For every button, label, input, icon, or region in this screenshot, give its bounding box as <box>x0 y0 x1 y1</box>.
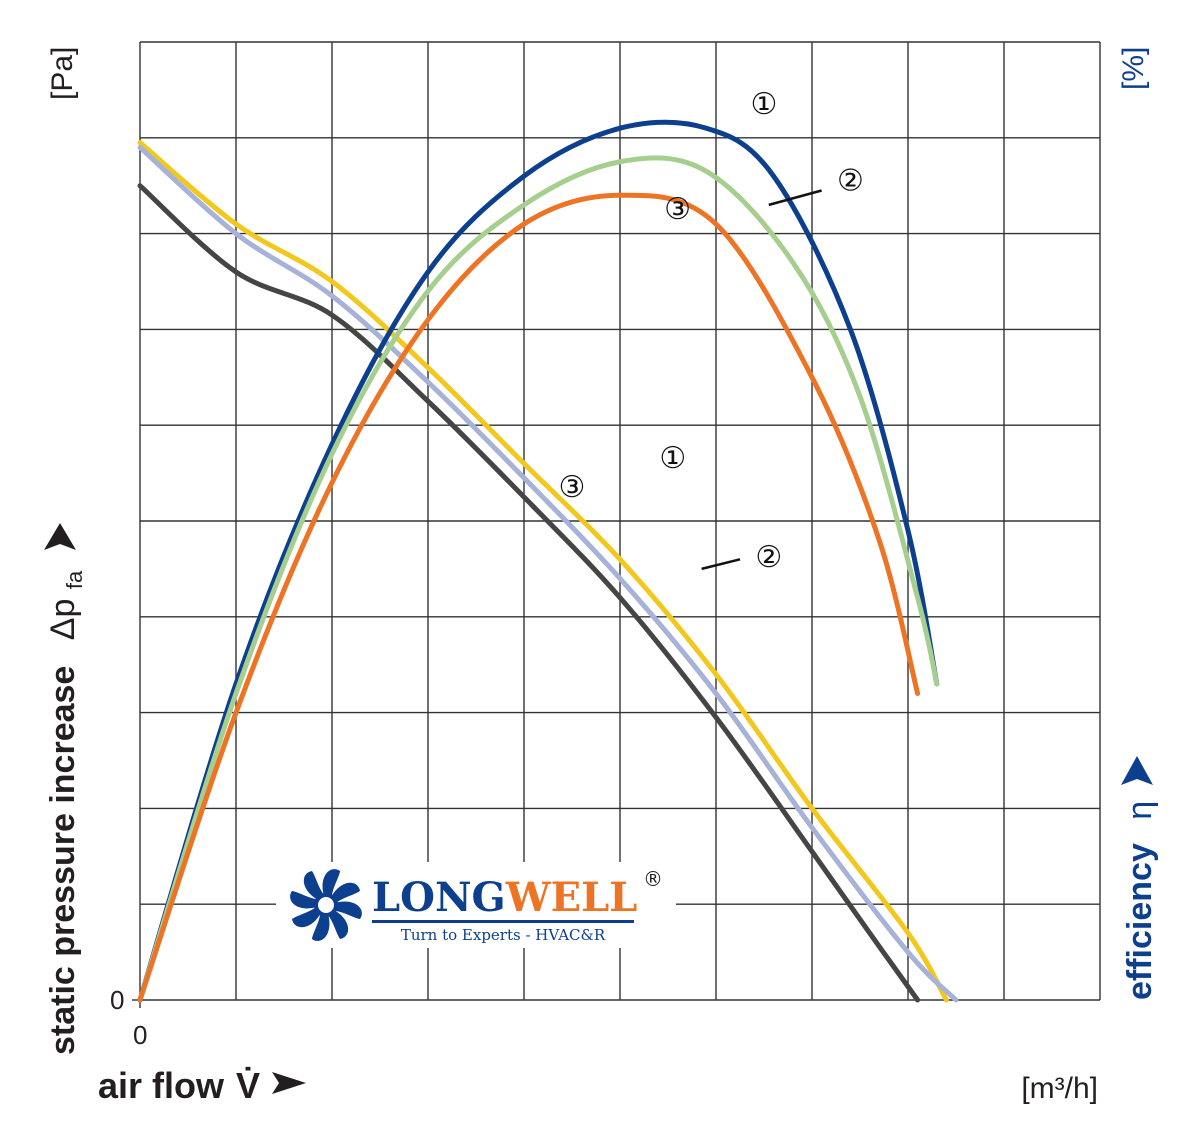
efficiency-curve-3 <box>137 192 921 1003</box>
fan-blade <box>311 912 330 941</box>
pressure-curve-3 <box>137 183 921 1003</box>
logo-tagline: Turn to Experts - HVAC&R <box>401 926 606 944</box>
y-left-title: static pressure increase Δp fa <box>44 523 87 1055</box>
svg-text:efficiency η: efficiency η <box>1121 801 1159 1000</box>
logo-rule <box>372 920 634 923</box>
fan-blade <box>333 901 362 920</box>
logo-wordmark: LONGWELL <box>372 874 637 921</box>
curve-markers: ① ② ③ ① ② ③ <box>559 88 864 574</box>
y-right-title-text: efficiency <box>1121 843 1159 1000</box>
efficiency-marker-2-leader <box>768 189 822 207</box>
x-arrow-icon <box>272 1072 306 1094</box>
y-tick-zero: 0 <box>110 985 124 1015</box>
pressure-marker-3: ③ <box>559 471 586 504</box>
fan-blade <box>292 907 322 928</box>
fan-blade <box>330 882 360 903</box>
y-right-arrow-icon <box>1121 756 1153 785</box>
logo-registered: ® <box>643 867 663 891</box>
y-left-subscript: fa <box>62 570 87 589</box>
efficiency-curve-1 <box>137 119 940 1003</box>
fan-blade <box>303 871 324 901</box>
y-left-arrow-icon <box>44 523 76 550</box>
x-unit: [m³/h] <box>1021 1072 1098 1105</box>
y-right-title: efficiency η <box>1121 756 1159 1000</box>
pressure-marker-2: ② <box>755 541 782 574</box>
brand-logo: LONGWELL ® Turn to Experts - HVAC&R <box>276 862 676 948</box>
x-tick-zero: 0 <box>133 1020 147 1050</box>
x-title-symbol: V̇ <box>236 1065 260 1106</box>
svg-text:static pressure increase: static pressure increase Δp fa <box>44 570 87 1055</box>
fan-blade <box>290 890 319 909</box>
y-left-title-text: static pressure increase <box>44 666 82 1055</box>
efficiency-marker-3: ③ <box>664 193 691 226</box>
fan-blade <box>328 909 349 939</box>
x-title-text: air flow <box>98 1065 225 1106</box>
pressure-curve-2 <box>137 144 959 1003</box>
pressure-curve-1 <box>137 140 949 1003</box>
fan-blade <box>322 869 341 898</box>
x-title: air flow V̇ <box>98 1065 306 1106</box>
logo-part-2: WELL <box>505 874 638 921</box>
logo-part-1: LONG <box>372 874 506 921</box>
y-left-symbol: Δp <box>44 599 82 641</box>
y-right-unit: [%] <box>1117 47 1150 90</box>
y-left-unit: [Pa] <box>46 47 79 100</box>
efficiency-marker-2: ② <box>837 164 864 197</box>
efficiency-marker-1: ① <box>751 88 778 121</box>
pressure-marker-2-leader <box>701 558 741 571</box>
efficiency-curve-2 <box>137 155 940 1003</box>
y-right-symbol: η <box>1121 801 1159 820</box>
fan-icon <box>290 869 362 941</box>
curves <box>137 119 959 1003</box>
pressure-marker-1: ① <box>659 442 686 475</box>
